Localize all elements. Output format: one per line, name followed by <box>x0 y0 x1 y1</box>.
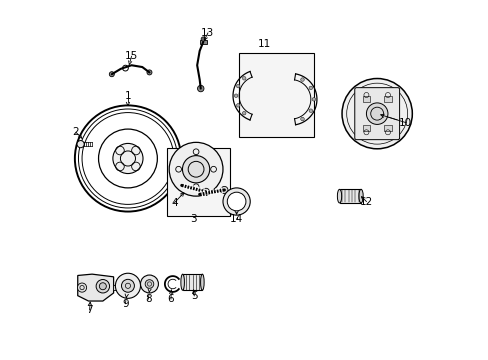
Bar <box>362 125 369 131</box>
Text: 10: 10 <box>399 118 411 128</box>
Bar <box>339 189 360 203</box>
Circle shape <box>366 103 387 125</box>
Bar <box>384 125 391 131</box>
Text: 8: 8 <box>145 294 151 304</box>
Circle shape <box>115 273 140 298</box>
Circle shape <box>201 37 205 41</box>
Text: 7: 7 <box>86 305 93 315</box>
Circle shape <box>140 275 158 293</box>
Text: 1: 1 <box>124 91 131 101</box>
Circle shape <box>221 186 227 194</box>
Bar <box>239 53 314 137</box>
Text: 15: 15 <box>124 51 138 61</box>
Circle shape <box>99 283 106 290</box>
Circle shape <box>308 86 312 90</box>
Ellipse shape <box>337 189 341 203</box>
Circle shape <box>341 78 411 149</box>
Text: 3: 3 <box>190 215 197 224</box>
Circle shape <box>300 117 304 121</box>
Circle shape <box>223 188 250 215</box>
Circle shape <box>77 283 86 292</box>
Circle shape <box>202 188 209 195</box>
Polygon shape <box>78 274 113 301</box>
Circle shape <box>308 109 312 112</box>
Circle shape <box>145 280 153 288</box>
FancyBboxPatch shape <box>354 87 399 140</box>
Circle shape <box>236 104 240 107</box>
Bar <box>113 285 119 291</box>
Circle shape <box>147 70 152 75</box>
Text: 6: 6 <box>167 294 174 304</box>
Circle shape <box>113 143 142 174</box>
Bar <box>199 40 206 44</box>
Text: 5: 5 <box>191 291 197 301</box>
Bar <box>182 274 202 290</box>
Circle shape <box>169 142 223 196</box>
Circle shape <box>311 98 315 101</box>
Circle shape <box>96 279 109 293</box>
Ellipse shape <box>358 189 363 203</box>
Circle shape <box>197 85 203 92</box>
Text: 2: 2 <box>73 127 79 137</box>
Circle shape <box>242 111 245 115</box>
Circle shape <box>300 78 304 81</box>
Circle shape <box>234 94 237 98</box>
Circle shape <box>182 156 209 183</box>
Text: 9: 9 <box>122 299 128 309</box>
Circle shape <box>77 140 84 148</box>
Ellipse shape <box>181 274 184 290</box>
Circle shape <box>109 72 114 77</box>
Text: 14: 14 <box>229 214 243 224</box>
Bar <box>362 96 369 102</box>
Circle shape <box>242 76 245 80</box>
Bar <box>384 96 391 102</box>
Text: 13: 13 <box>201 28 214 38</box>
Circle shape <box>121 279 134 292</box>
Bar <box>167 148 230 216</box>
Circle shape <box>227 192 245 211</box>
Text: 4: 4 <box>171 198 178 208</box>
Circle shape <box>236 84 240 88</box>
Ellipse shape <box>200 274 203 290</box>
Text: 12: 12 <box>359 197 372 207</box>
Text: 11: 11 <box>257 39 270 49</box>
